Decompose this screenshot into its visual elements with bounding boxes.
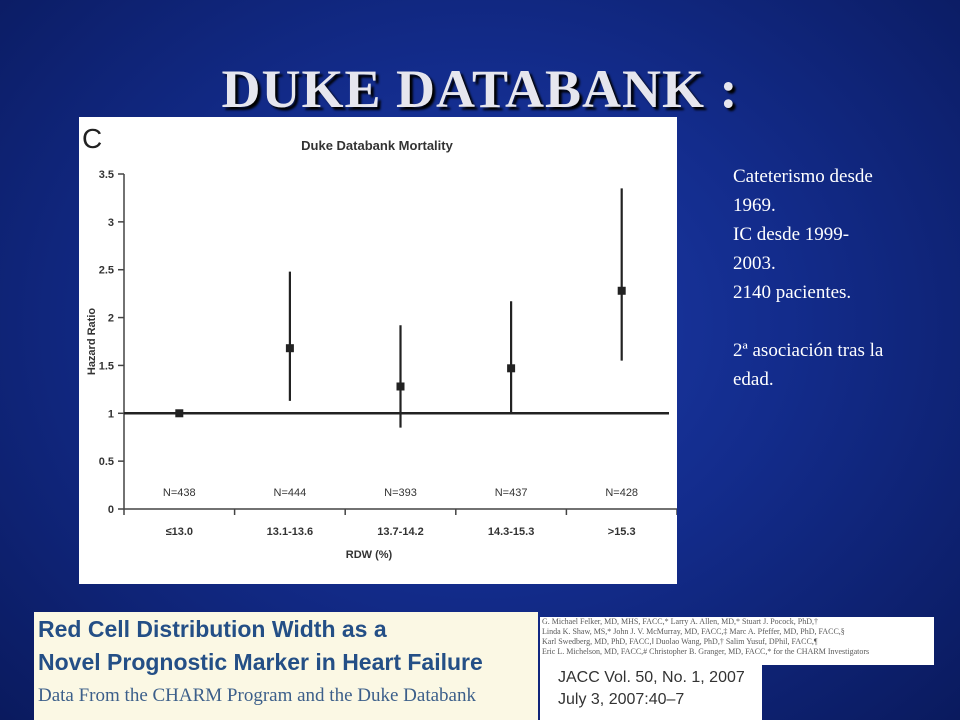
chart-title: Duke Databank Mortality (301, 138, 453, 153)
x-tick-label: 14.3-15.3 (488, 526, 534, 538)
chart-panel: C Duke Databank Mortality 0 0.5 1 1.5 2 2.5 3 3.5… (79, 117, 677, 584)
notes-line: 2140 pacientes. (733, 282, 852, 303)
data-point (507, 364, 516, 373)
data-point (285, 344, 294, 353)
notes-line: 2003. (733, 253, 776, 274)
hazard-ratio-chart: C Duke Databank Mortality 0 0.5 1 1.5 2 2.5 3 3.5… (82, 123, 677, 561)
notes-line: 2ª asociación tras la (733, 340, 884, 361)
n-label: N=393 (384, 487, 417, 499)
paper-title-box: Red Cell Distribution Width as a Novel P… (34, 612, 538, 720)
panel-letter: C (82, 123, 102, 154)
x-axis-label: RDW (%) (346, 549, 393, 561)
paper-subtitle: Data From the CHARM Program and the Duke… (38, 685, 476, 706)
y-axis-label: Hazard Ratio (86, 308, 98, 376)
n-label: N=438 (163, 487, 196, 499)
paper-authors: G. Michael Felker, MD, MHS, FACC,* Larry… (540, 617, 934, 665)
journal-line: JACC Vol. 50, No. 1, 2007 (558, 669, 745, 686)
y-tick-label: 1 (108, 408, 114, 420)
journal-line: July 3, 2007:40–7 (558, 691, 685, 708)
y-tick-label: 1.5 (99, 360, 114, 372)
data-point (175, 409, 184, 418)
y-tick-label: 3 (108, 217, 114, 229)
paper-title-line: Novel Prognostic Marker in Heart Failure (38, 649, 483, 675)
x-tick-label: >15.3 (608, 526, 636, 538)
n-label: N=437 (495, 487, 528, 499)
notes-line: IC desde 1999- (733, 224, 850, 245)
n-label: N=428 (605, 487, 638, 499)
journal-citation: JACC Vol. 50, No. 1, 2007 July 3, 2007:4… (540, 665, 762, 720)
y-tick-label: 2.5 (99, 265, 114, 277)
x-tick-label: 13.7-14.2 (377, 526, 423, 538)
author-line: G. Michael Felker, MD, MHS, FACC,* Larry… (542, 617, 818, 626)
notes-panel: Cateterismo desde 1969. IC desde 1999- 2… (733, 162, 933, 394)
y-tick-label: 2 (108, 313, 114, 325)
data-point (617, 286, 626, 295)
y-tick-label: 3.5 (99, 169, 114, 181)
n-label: N=444 (274, 487, 307, 499)
notes-line: Cateterismo desde (733, 166, 873, 187)
x-tick-label: 13.1-13.6 (267, 526, 313, 538)
author-line: Karl Swedberg, MD, PhD, FACC,‖ Duolao Wa… (542, 637, 818, 646)
notes-line: edad. (733, 369, 774, 390)
notes-gap (733, 307, 933, 336)
notes-line: 1969. (733, 195, 776, 216)
x-tick-label: ≤13.0 (166, 526, 193, 538)
slide-title: DUKE DATABANK : (221, 59, 739, 119)
y-tick-label: 0 (108, 504, 114, 516)
y-tick-label: 0.5 (99, 456, 114, 468)
paper-title-line: Red Cell Distribution Width as a (38, 616, 387, 642)
author-line: Eric L. Michelson, MD, FACC,# Christophe… (542, 647, 870, 656)
author-line: Linda K. Shaw, MS,* John J. V. McMurray,… (542, 627, 845, 636)
data-point (396, 382, 405, 391)
